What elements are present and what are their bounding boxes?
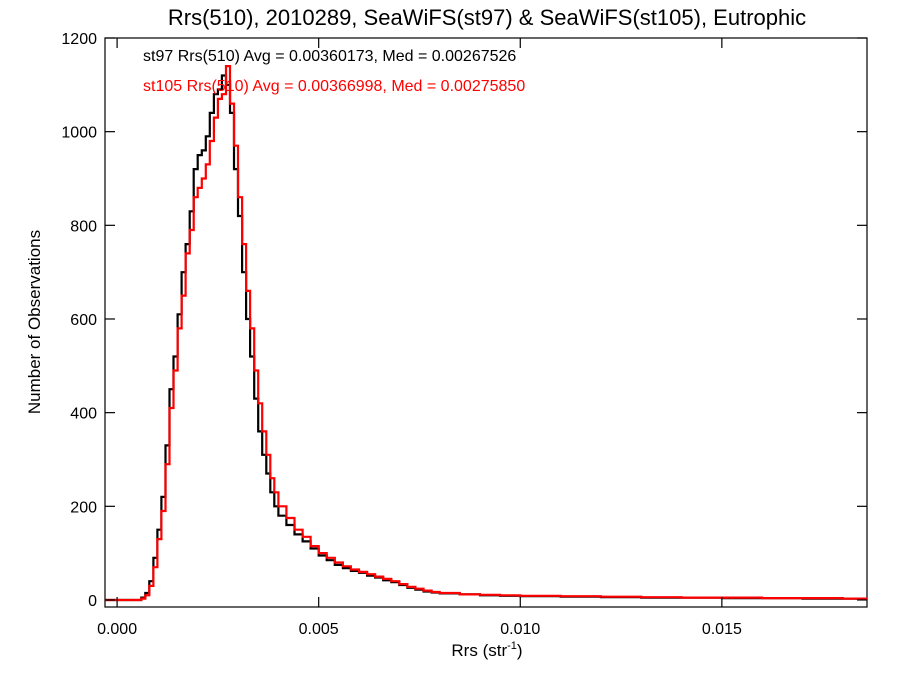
x-axis-label: Rrs (str-1) [451,640,522,660]
y-tick-label: 400 [70,406,97,423]
y-tick-label: 0 [88,593,97,610]
annotation-st97: st97 Rrs(510) Avg = 0.00360173, Med = 0.… [143,48,516,65]
y-tick-label: 200 [70,499,97,516]
x-tick-label: 0.015 [702,621,742,638]
x-axis-label-main: Rrs (str [451,641,507,660]
series-layer [105,65,867,602]
x-tick-label: 0.005 [299,621,339,638]
y-tick-label: 600 [70,312,97,329]
x-tick-label: 0.000 [97,621,137,638]
series-line-1 [105,65,867,602]
annotation-st105: st105 Rrs(510) Avg = 0.00366998, Med = 0… [143,78,525,95]
x-axis-label-superscript: -1 [507,640,517,652]
x-tick-label: 0.010 [500,621,540,638]
ticks-layer: 0.000 0.005 0.010 0.015 0 200 400 600 800 1000 120… [61,31,867,638]
y-axis-label: Number of Observations [25,230,44,414]
plot-border [104,37,868,608]
x-axis-label-close: ) [517,641,523,660]
series-line-0 [105,74,867,602]
plot-frame [104,37,868,608]
y-tick-label: 1000 [61,125,97,142]
y-tick-label: 1200 [61,31,97,48]
chart-title: Rrs(510), 2010289, SeaWiFS(st97) & SeaWi… [168,5,806,30]
y-tick-label: 800 [70,218,97,235]
